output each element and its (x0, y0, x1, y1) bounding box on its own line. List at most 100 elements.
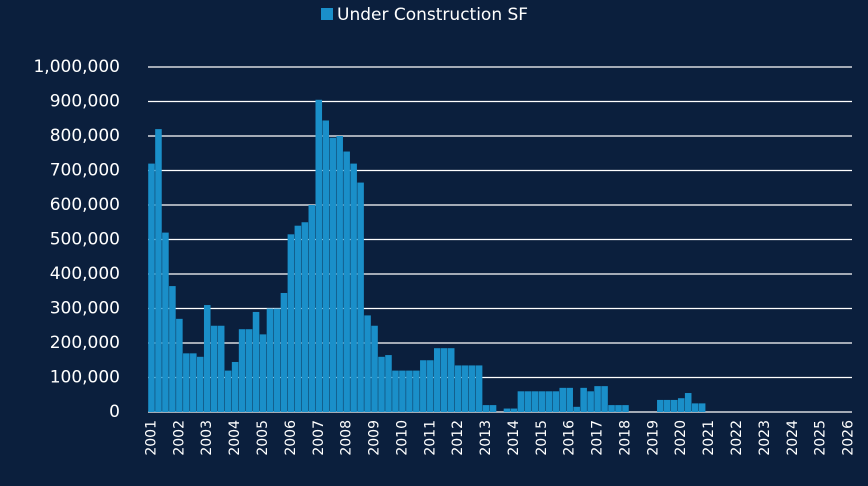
bar (245, 329, 253, 412)
x-tick-label: 2021 (701, 420, 717, 456)
bar (371, 325, 378, 412)
bar (364, 315, 371, 412)
y-tick-label: 100,000 (50, 368, 120, 388)
bar (691, 403, 699, 412)
bar (475, 365, 483, 412)
bar (357, 182, 364, 412)
bar (580, 387, 587, 412)
bar (294, 225, 302, 412)
bar (608, 405, 615, 412)
x-tick-label: 2023 (757, 420, 773, 456)
x-tick-label: 2004 (227, 420, 243, 456)
y-tick-label: 0 (109, 402, 120, 422)
bar (392, 370, 399, 412)
bar (622, 405, 629, 412)
bar (601, 386, 608, 412)
x-tick-label: 2009 (367, 420, 383, 456)
bar (433, 348, 441, 412)
x-tick-label: 2019 (645, 420, 661, 456)
x-tick-label: 2002 (171, 420, 187, 456)
bar (266, 308, 274, 412)
bar (322, 120, 330, 412)
y-tick-label: 1,000,000 (33, 57, 120, 77)
bar (454, 365, 462, 412)
bar (287, 234, 295, 412)
bar (224, 370, 232, 412)
bar (210, 325, 218, 412)
bar (573, 406, 580, 412)
bar (231, 361, 239, 412)
y-tick-label: 400,000 (50, 264, 120, 284)
bar (489, 405, 497, 412)
y-tick-label: 500,000 (50, 230, 120, 250)
bar (273, 308, 281, 412)
bar (203, 305, 211, 412)
bar (176, 318, 183, 412)
y-tick-label: 800,000 (50, 126, 120, 146)
bar (413, 370, 420, 412)
x-tick-label: 2006 (283, 420, 299, 456)
x-tick-label: 2017 (590, 420, 606, 456)
bar (664, 399, 671, 412)
bar (531, 391, 539, 412)
bar (350, 163, 357, 412)
bar (461, 365, 469, 412)
bar (385, 355, 392, 412)
x-tick-label: 2007 (311, 420, 327, 456)
x-tick-label: 2001 (143, 420, 159, 456)
x-tick-label: 2003 (199, 420, 215, 456)
x-tick-label: 2008 (339, 420, 355, 456)
y-tick-label: 600,000 (50, 195, 120, 215)
bar (517, 391, 525, 412)
bar (677, 398, 685, 412)
x-tick-label: 2024 (785, 420, 801, 456)
bar (169, 286, 176, 412)
bar (259, 334, 267, 412)
bar (190, 353, 197, 412)
bar (308, 205, 316, 412)
bar (420, 360, 427, 412)
x-tick-label: 2010 (394, 420, 410, 456)
x-tick-label: 2011 (422, 420, 438, 456)
bar (545, 391, 553, 412)
bar (427, 360, 434, 412)
bar (698, 403, 706, 412)
x-tick-label: 2015 (534, 420, 550, 456)
x-tick-label: 2012 (450, 420, 466, 456)
bar (252, 311, 260, 412)
bar (594, 386, 601, 412)
bar (615, 405, 622, 412)
bar (440, 348, 448, 412)
x-tick-label: 2005 (255, 420, 271, 456)
x-tick-label: 2018 (617, 420, 633, 456)
x-tick-label: 2020 (673, 420, 689, 456)
bar (447, 348, 455, 412)
bar (552, 391, 560, 412)
bar (538, 391, 546, 412)
bar (315, 99, 323, 413)
x-tick-label: 2026 (841, 420, 857, 456)
bar (482, 405, 490, 412)
bar (510, 408, 518, 412)
bar (336, 136, 343, 412)
bar (670, 399, 678, 412)
bar (524, 391, 532, 412)
bar (238, 329, 246, 412)
bar (657, 399, 664, 412)
x-tick-label: 2014 (506, 420, 522, 456)
bar (399, 370, 406, 412)
bar (280, 292, 288, 412)
bar (587, 391, 594, 412)
bar (217, 325, 225, 412)
bar (684, 393, 692, 412)
legend-swatch (321, 8, 333, 20)
bar (197, 356, 204, 412)
bar (378, 356, 385, 412)
bar (566, 387, 573, 412)
y-tick-label: 700,000 (50, 161, 120, 181)
y-tick-label: 200,000 (50, 333, 120, 353)
x-tick-label: 2013 (478, 420, 494, 456)
bar (406, 370, 413, 412)
x-tick-label: 2016 (562, 420, 578, 456)
